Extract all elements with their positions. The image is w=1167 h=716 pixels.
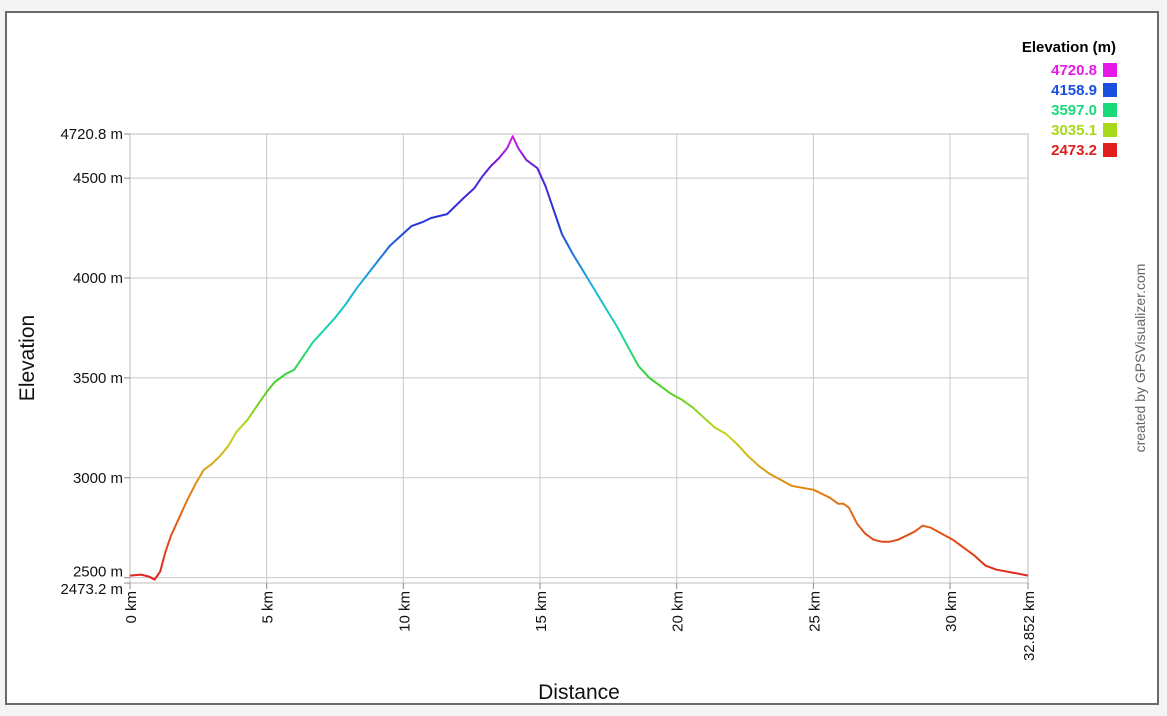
y-tick-label: 2500 m	[73, 564, 123, 581]
x-tick-label: 20 km	[670, 591, 687, 632]
legend-entry-label: 4158.9	[1051, 82, 1097, 99]
y-tick-label: 4720.8 m	[60, 126, 123, 143]
legend-entry-label: 3035.1	[1051, 122, 1097, 139]
y-axis-label: Elevation	[16, 315, 39, 401]
legend-swatch	[1103, 83, 1117, 97]
y-tick-label: 3500 m	[73, 370, 123, 387]
legend-entry-label: 2473.2	[1051, 142, 1097, 159]
legend: 4720.8 4158.9 3597.0 3035.1 2473.2	[1051, 62, 1117, 159]
x-tick-label: 30 km	[943, 591, 960, 632]
x-axis-ticks: 0 km 5 km 10 km 15 km 20 km 25 km 30 km 32.852 …	[123, 583, 1038, 661]
x-tick-label: 15 km	[533, 591, 550, 632]
legend-swatch	[1103, 123, 1117, 137]
x-tick-label: 25 km	[806, 591, 823, 632]
y-tick-label: 2473.2 m	[60, 581, 123, 598]
legend-title: Elevation (m)	[1022, 39, 1116, 56]
x-tick-label: 32.852 km	[1021, 591, 1038, 661]
legend-entry-label: 3597.0	[1051, 102, 1097, 119]
x-axis-label: Distance	[538, 681, 620, 704]
y-tick-label: 4500 m	[73, 170, 123, 187]
y-tick-label: 4000 m	[73, 270, 123, 287]
y-tick-label: 3000 m	[73, 470, 123, 487]
elevation-line	[129, 135, 1029, 581]
plot-area	[129, 133, 1029, 584]
legend-swatch	[1103, 103, 1117, 117]
x-tick-label: 5 km	[260, 591, 277, 624]
legend-swatch	[1103, 143, 1117, 157]
x-tick-label: 10 km	[396, 591, 413, 632]
credit-text: created by GPSVisualizer.com	[1132, 264, 1148, 453]
legend-entry-label: 4720.8	[1051, 62, 1097, 79]
legend-swatch	[1103, 63, 1117, 77]
x-tick-label: 0 km	[123, 591, 140, 624]
